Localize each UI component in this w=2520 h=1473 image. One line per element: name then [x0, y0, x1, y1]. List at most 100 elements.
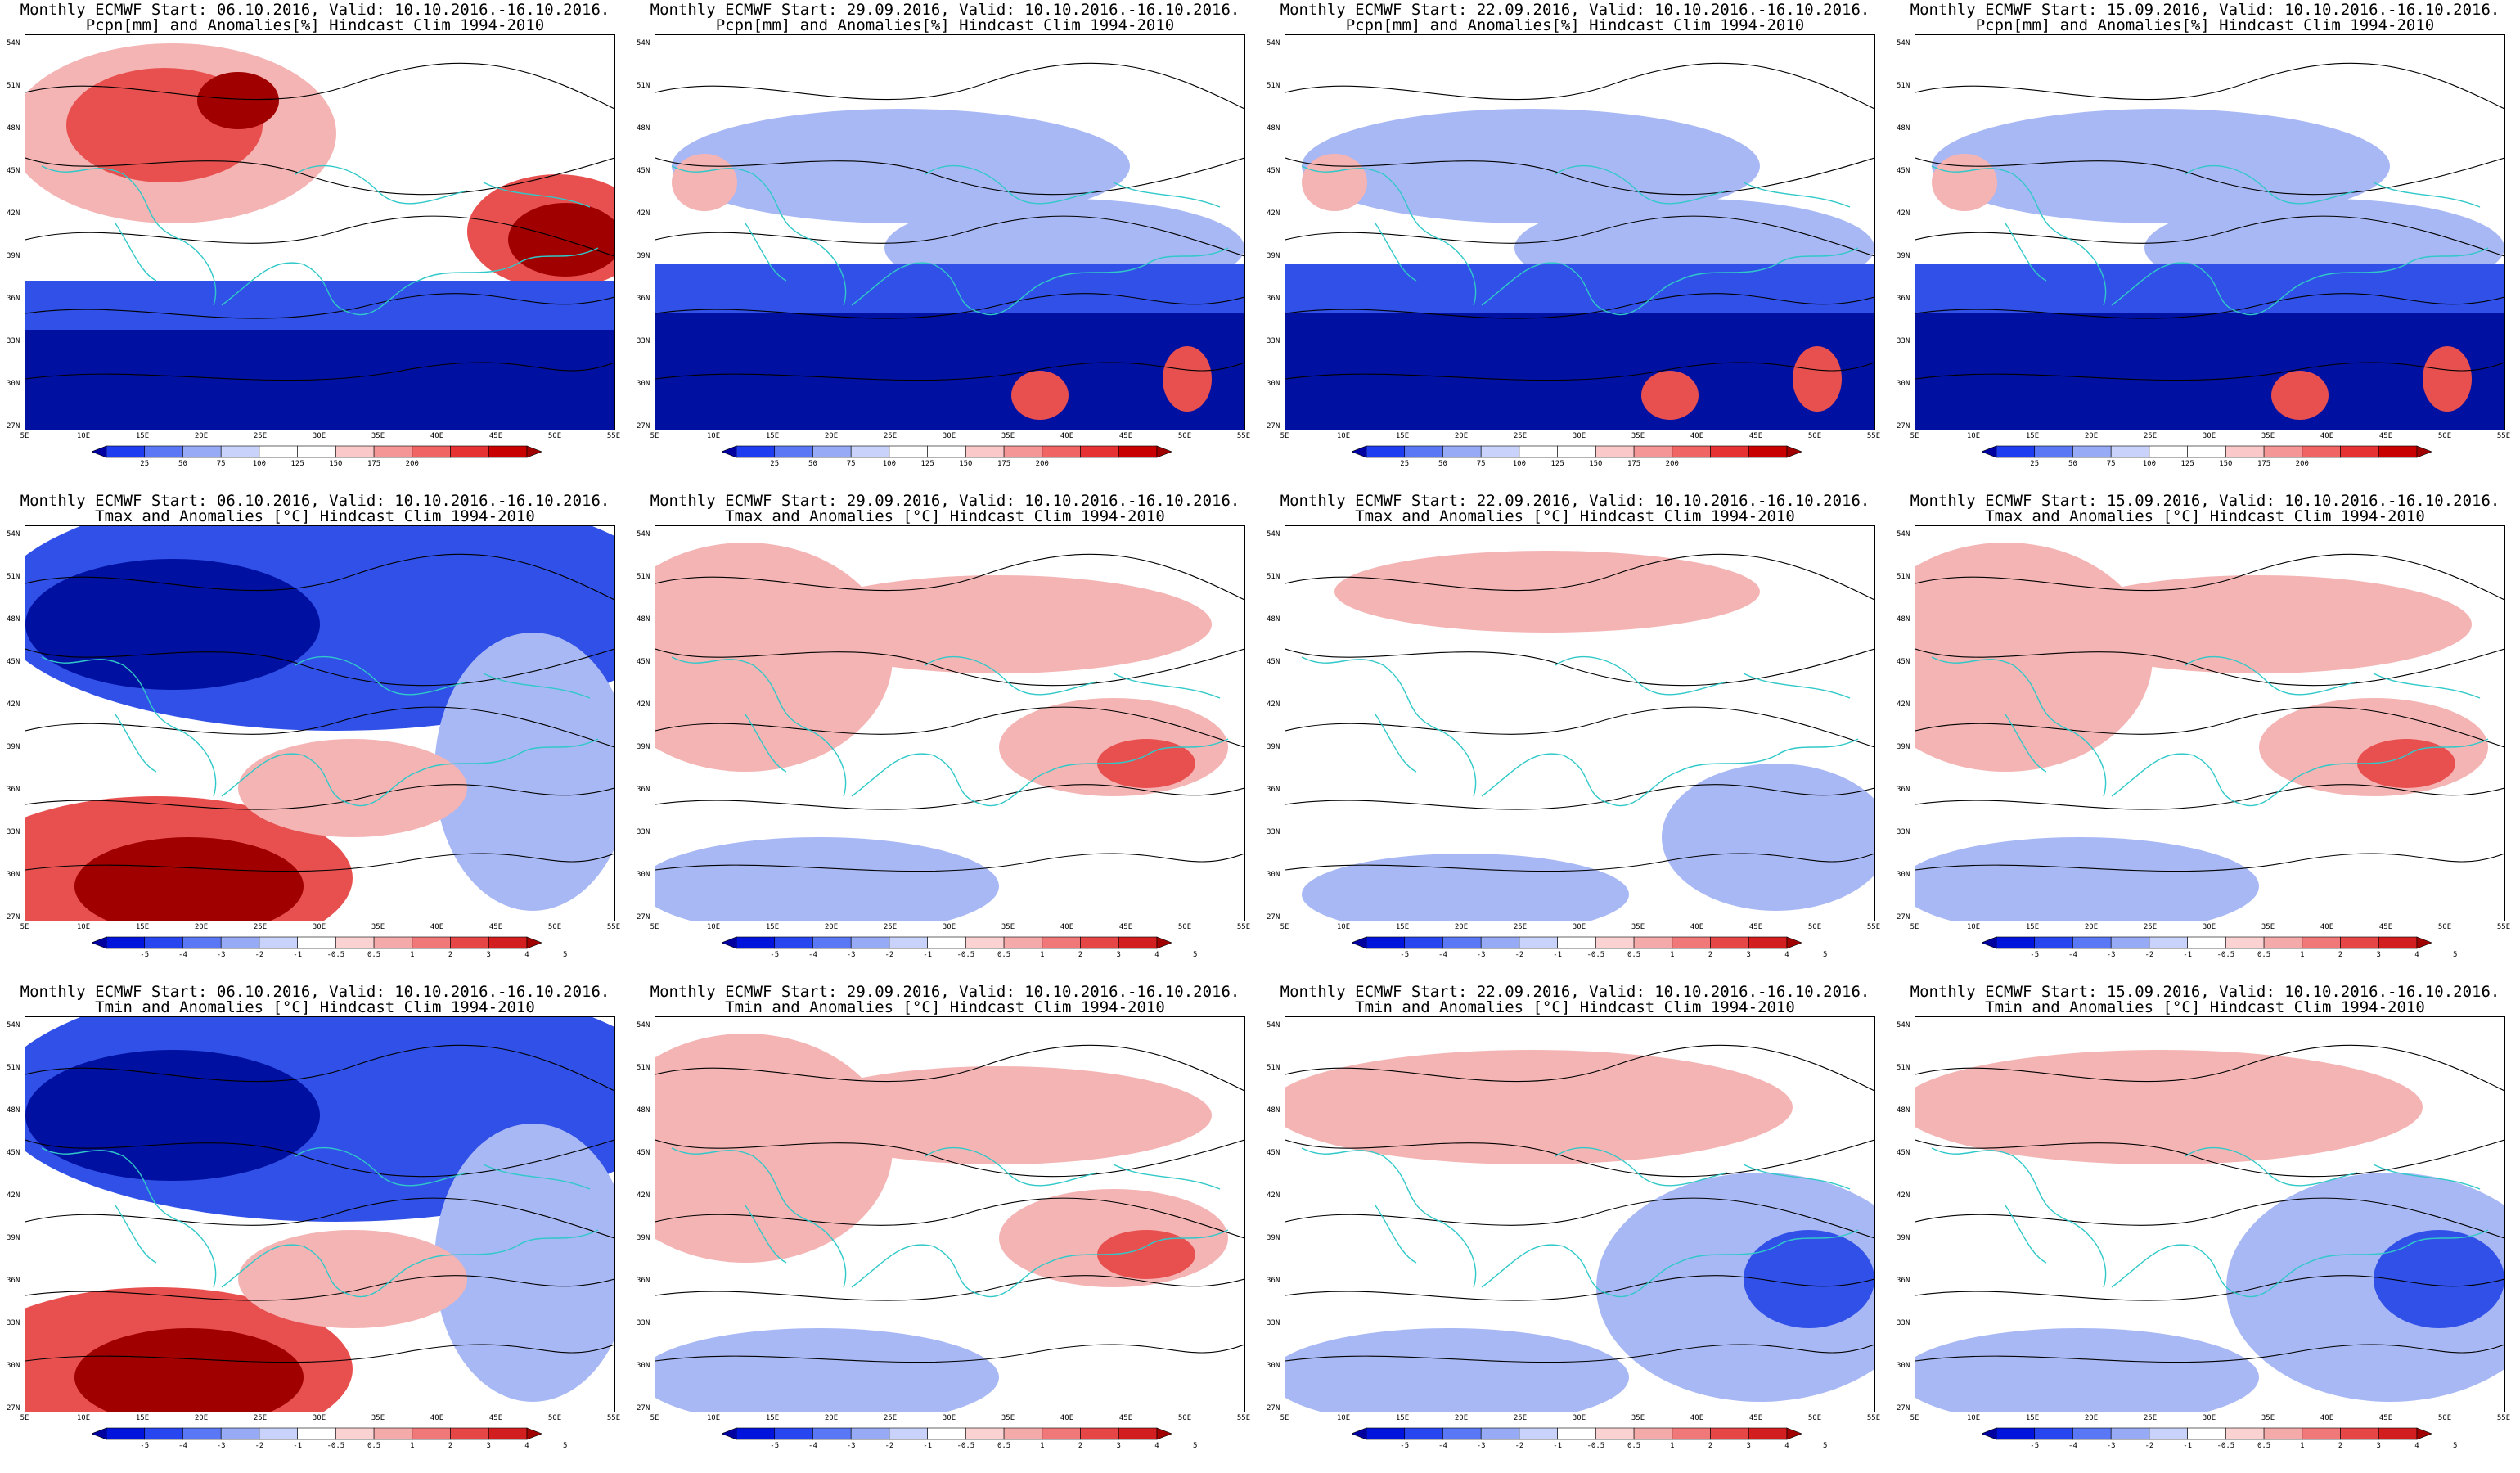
colorbar-swatch [774, 936, 813, 949]
longitude-tick-label: 15E [2025, 923, 2040, 931]
colorbar-swatch [106, 1427, 146, 1440]
colorbar-swatch [2149, 445, 2188, 458]
colorbar-tick-label: -2 [254, 951, 264, 959]
longitude-tick-label: 35E [2261, 923, 2275, 931]
latitude-tick-label: 27N [1897, 1404, 1910, 1412]
latitude-tick-label: 39N [1267, 743, 1280, 751]
latitude-tick-label: 45N [637, 167, 650, 175]
climatology-contour [1915, 157, 2504, 196]
colorbar-tick-label: 1 [1040, 1442, 1045, 1450]
longitude-tick-label: 20E [194, 432, 209, 440]
colorbar-swatch [1404, 936, 1443, 949]
colorbar-tick-label: 4 [1784, 1442, 1789, 1450]
cold-anomaly-region [1915, 837, 2259, 921]
anomaly-map [1285, 525, 1875, 921]
map-canvas [25, 1017, 614, 1412]
panel-title-line1: Monthly ECMWF Start: 06.10.2016, Valid: … [20, 983, 610, 1001]
latitude-tick-label: 36N [637, 1277, 650, 1285]
latitude-tick-label: 54N [637, 530, 650, 538]
colorbar-swatch [1442, 936, 1482, 949]
colorbar-swatch [736, 445, 776, 458]
coastline [1931, 1146, 2489, 1298]
panel-title-line2: Tmin and Anomalies [°C] Hindcast Clim 19… [1985, 998, 2425, 1016]
longitude-tick-label: 45E [2378, 1414, 2393, 1422]
colorbar-swatch [144, 445, 183, 458]
colorbar-swatch [2187, 445, 2226, 458]
colorbar-swatch [2340, 936, 2379, 949]
wet-anomaly-core [1163, 346, 1212, 412]
longitude-tick-label: 20E [824, 923, 839, 931]
colorbar-tick-label: 3 [1746, 1442, 1751, 1450]
climatology-contour [655, 1139, 1244, 1178]
latitude-tick-label: 36N [1267, 295, 1280, 303]
longitude-tick-label: 40E [1060, 923, 1074, 931]
longitude-tick-label: 20E [824, 1414, 839, 1422]
colorbar-tick-label: 4 [524, 951, 529, 959]
colorbar-tick-label: 2 [1078, 951, 1083, 959]
cold-anomaly-region [1302, 854, 1629, 921]
longitude-tick-label: 40E [1060, 1414, 1074, 1422]
colorbar-tick-label: 2 [448, 951, 453, 959]
latitude-tick-label: 30N [637, 380, 650, 388]
longitude-tick-label: 25E [2143, 432, 2158, 440]
longitude-tick-label: 30E [942, 432, 956, 440]
latitude-tick-label: 45N [1267, 658, 1280, 666]
colorbar-swatch [927, 1427, 966, 1440]
colorbar-swatch [2378, 936, 2418, 949]
colorbar-canvas [1352, 936, 1802, 949]
latitude-tick-label: 48N [7, 615, 20, 624]
colorbar-tick-label: -1 [293, 951, 303, 959]
colorbar-tick-label: 5 [1193, 1442, 1198, 1450]
climatology-contour [655, 784, 1244, 810]
colorbar-swatch [2072, 936, 2112, 949]
longitude-tick-label: 35E [371, 1414, 385, 1422]
longitude-tick-label: 10E [1966, 1414, 1981, 1422]
latitude-tick-label: 54N [7, 1021, 20, 1029]
longitude-tick-label: 35E [1001, 1414, 1015, 1422]
longitude-tick-label: 10E [1336, 923, 1351, 931]
colorbar-tick-label: 125 [2180, 460, 2194, 468]
colorbar-swatch [450, 936, 489, 949]
longitude-tick-label: 15E [765, 1414, 780, 1422]
longitude-tick-label: 25E [883, 923, 898, 931]
latitude-tick-label: 36N [7, 1277, 20, 1285]
longitude-tick-label: 55E [1866, 923, 1881, 931]
coastline [1301, 164, 1859, 316]
colorbar-tick-label: -5 [770, 1442, 780, 1450]
latitude-tick-label: 48N [7, 1106, 20, 1115]
climatology-contour [1285, 784, 1874, 810]
colorbar-swatch [220, 1427, 260, 1440]
latitude-tick-label: 51N [1267, 82, 1280, 90]
longitude-tick-label: 20E [194, 923, 209, 931]
colorbar-swatch [526, 445, 542, 458]
colorbar-swatch [2110, 936, 2150, 949]
latitude-tick-label: 51N [637, 82, 650, 90]
colorbar-swatch [144, 1427, 183, 1440]
colorbar-swatch [259, 936, 298, 949]
latitude-tick-label: 54N [7, 39, 20, 47]
colorbar-swatch [1982, 445, 1997, 458]
colorbar-tick-label: -1 [923, 1442, 933, 1450]
longitude-tick-label: 15E [1395, 432, 1410, 440]
longitude-tick-label: 50E [547, 432, 562, 440]
colorbar-swatch [373, 445, 413, 458]
colorbar-swatch [1557, 1427, 1596, 1440]
anomaly-map [25, 34, 615, 430]
colorbar-tick-label: -4 [178, 1442, 187, 1450]
longitude-tick-label: 10E [1966, 432, 1981, 440]
colorbar-swatch [1442, 445, 1482, 458]
latitude-tick-label: 33N [7, 1319, 20, 1327]
longitude-tick-label: 30E [1572, 432, 1586, 440]
latitude-tick-label: 39N [1897, 252, 1910, 260]
latitude-tick-label: 33N [1897, 337, 1910, 345]
climatology-contour [655, 853, 1244, 872]
colorbar-tick-label: -0.5 [956, 1442, 975, 1450]
colorbar-swatch [1996, 1427, 2036, 1440]
longitude-tick-label: 40E [430, 1414, 444, 1422]
coastline [1931, 655, 2489, 807]
latitude-tick-label: 33N [1897, 828, 1910, 836]
colorbar-tick-label: -4 [2068, 1442, 2077, 1450]
colorbar-swatch [450, 1427, 489, 1440]
wet-anomaly-region [672, 154, 737, 211]
colorbar-canvas [722, 1427, 1172, 1440]
